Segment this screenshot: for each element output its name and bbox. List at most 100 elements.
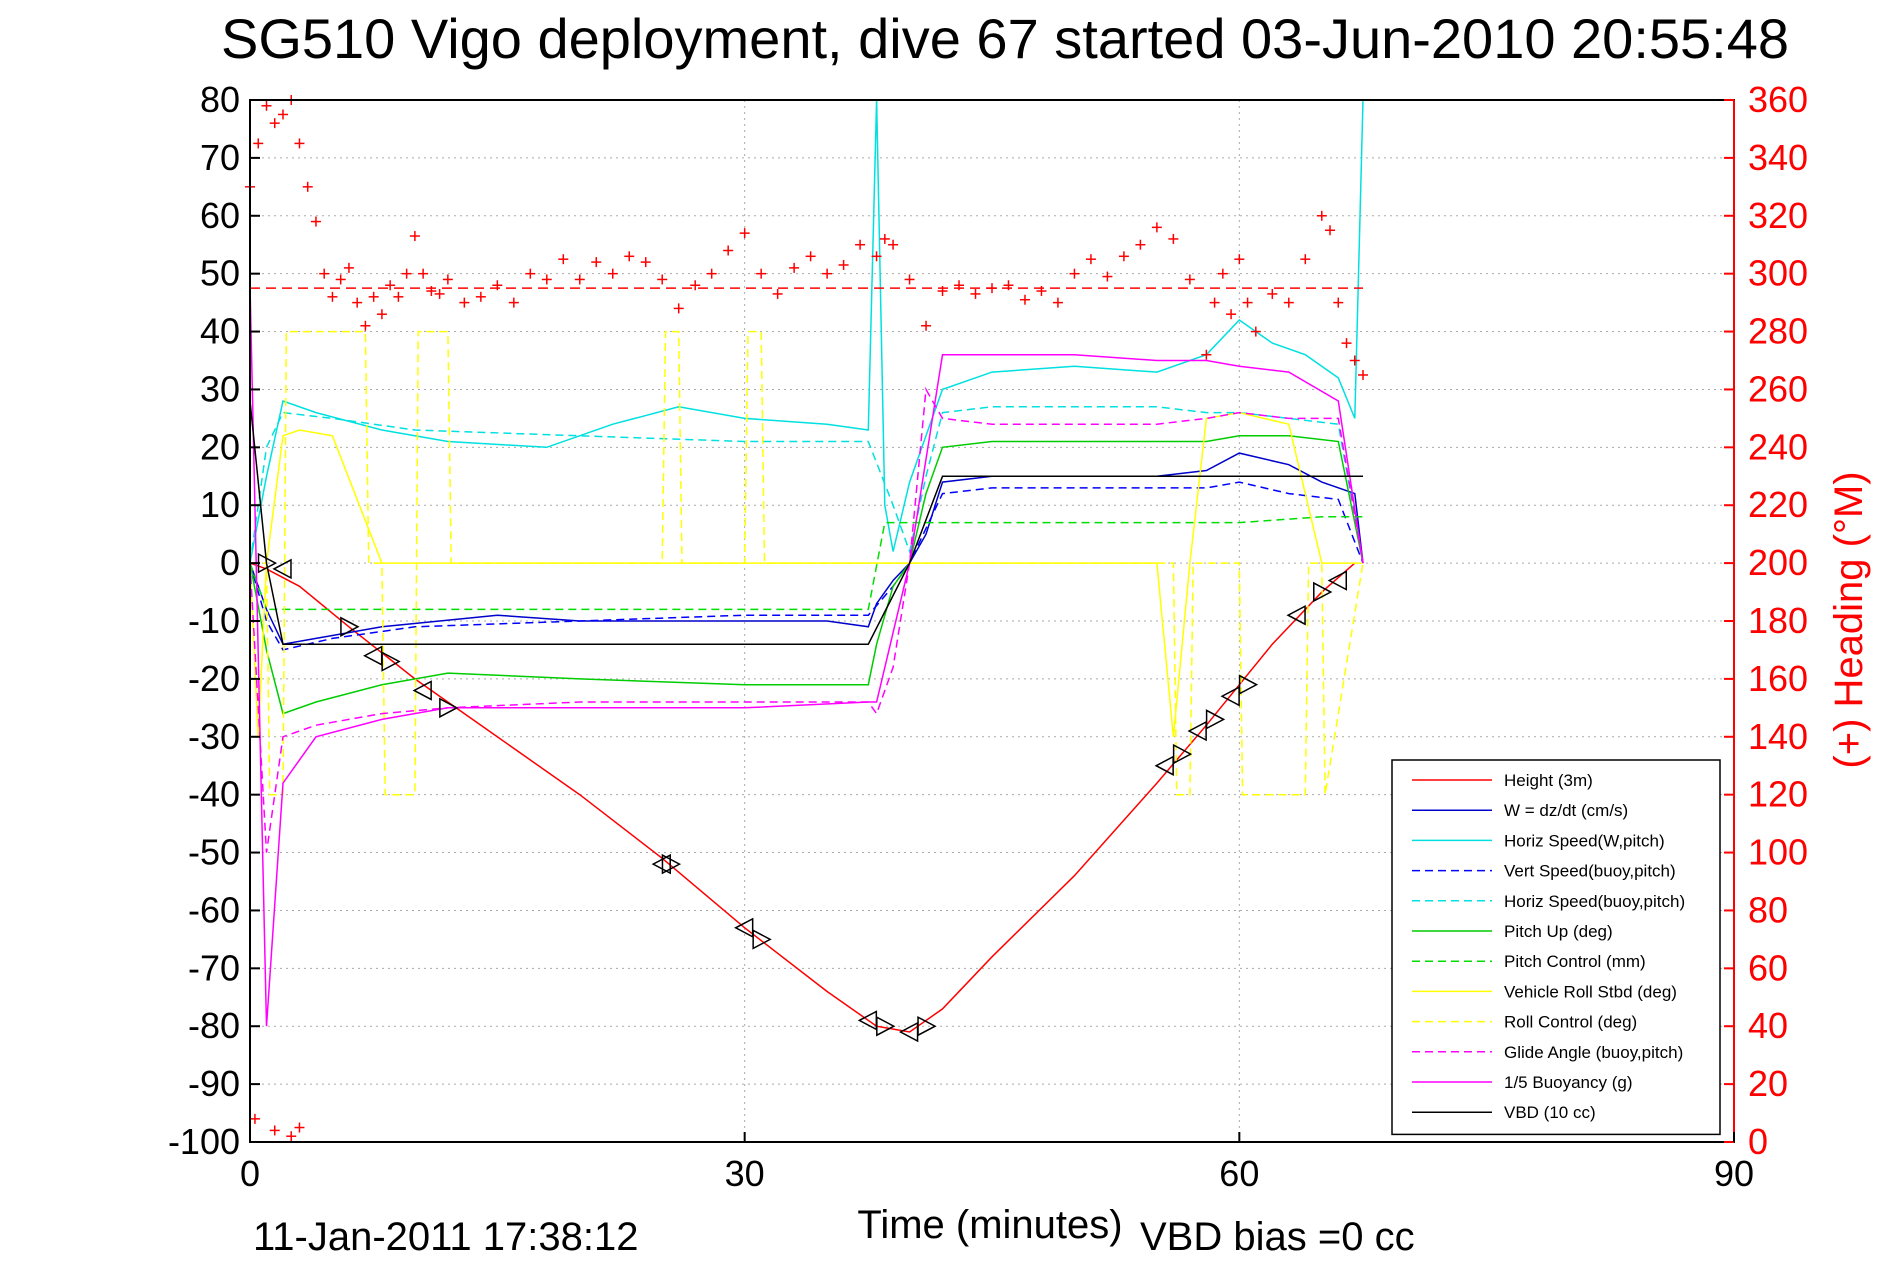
gc-marker xyxy=(1172,743,1193,765)
heading-point xyxy=(855,239,866,250)
legend-entry: Pitch Control (mm) xyxy=(1504,952,1646,971)
y-tick-label: -20 xyxy=(188,658,240,699)
y-right-tick-label: 220 xyxy=(1748,484,1808,525)
legend-entry: Vert Speed(buoy,pitch) xyxy=(1504,862,1676,881)
heading-point xyxy=(805,251,816,262)
gc-marker xyxy=(661,853,682,875)
y-tick-label: -40 xyxy=(188,774,240,815)
y-right-tick-label: 340 xyxy=(1748,137,1808,178)
heading-point xyxy=(772,288,783,299)
heading-point xyxy=(954,280,965,291)
gc-marker xyxy=(1286,604,1306,626)
heading-point xyxy=(343,262,354,273)
y-right-tick-label: 300 xyxy=(1748,253,1808,294)
gc-marker xyxy=(1154,755,1174,776)
y-right-tick-label: 240 xyxy=(1748,426,1808,467)
heading-point xyxy=(706,268,717,279)
heading-point xyxy=(1151,222,1162,233)
footer-timestamp: 11-Jan-2011 17:38:12 xyxy=(253,1215,639,1259)
heading-point xyxy=(442,274,453,285)
heading-point xyxy=(1019,294,1030,305)
series-line-0 xyxy=(249,562,1356,1033)
legend-entry: Vehicle Roll Stbd (deg) xyxy=(1504,982,1677,1001)
heading-point xyxy=(319,268,330,279)
heading-point xyxy=(1316,210,1327,221)
y-right-tick-label: 360 xyxy=(1748,79,1808,120)
heading-point xyxy=(789,262,800,273)
gc-marker xyxy=(439,697,459,719)
heading-point xyxy=(673,303,684,314)
gc-marker xyxy=(1238,674,1259,695)
y-tick-label: 50 xyxy=(200,253,240,294)
y-axis-right: 3603403203002802602402202001801601401201… xyxy=(1724,79,1808,1162)
gc-marker xyxy=(1220,686,1240,707)
y-right-tick-label: 80 xyxy=(1748,889,1788,930)
heading-point xyxy=(302,181,313,192)
heading-point xyxy=(1201,349,1212,360)
y-axis-right-label: (+) Heading (°M) xyxy=(1827,471,1871,768)
heading-layer xyxy=(245,95,1368,1142)
heading-point xyxy=(1349,355,1360,366)
y-right-tick-label: 0 xyxy=(1748,1121,1768,1162)
heading-point xyxy=(1184,274,1195,285)
heading-point xyxy=(937,286,948,297)
heading-outlier-point xyxy=(294,1122,305,1133)
heading-point xyxy=(558,254,569,265)
heading-point xyxy=(970,288,981,299)
legend-entry: Glide Angle (buoy,pitch) xyxy=(1504,1043,1683,1062)
x-axis-label: Time (minutes) xyxy=(857,1203,1122,1247)
heading-point xyxy=(269,118,280,129)
heading-point xyxy=(459,297,470,308)
heading-point xyxy=(904,274,915,285)
heading-point xyxy=(426,286,437,297)
heading-point xyxy=(879,233,890,244)
heading-point xyxy=(376,309,387,320)
heading-point xyxy=(310,216,321,227)
gc-marker xyxy=(412,680,432,701)
y-tick-label: -80 xyxy=(188,1005,240,1046)
heading-point xyxy=(1250,326,1261,337)
heading-point xyxy=(1209,297,1220,308)
heading-point xyxy=(492,280,503,291)
heading-point xyxy=(418,268,429,279)
heading-point xyxy=(888,239,899,250)
y-tick-label: -50 xyxy=(188,832,240,873)
gc-marker xyxy=(876,1015,896,1037)
heading-point xyxy=(294,138,305,149)
series-layer xyxy=(249,99,1364,1033)
heading-point xyxy=(657,274,668,285)
series-line-6 xyxy=(249,516,1363,611)
legend-box xyxy=(1391,759,1721,1136)
y-right-tick-label: 120 xyxy=(1748,774,1808,815)
heading-point xyxy=(1300,254,1311,265)
heading-point xyxy=(1003,280,1014,291)
gc-marker xyxy=(1327,570,1348,591)
y-tick-label: -90 xyxy=(188,1063,240,1104)
y-tick-label: 10 xyxy=(200,484,240,525)
y-right-tick-label: 320 xyxy=(1748,195,1808,236)
legend-entry: W = dz/dt (cm/s) xyxy=(1504,801,1628,820)
heading-point xyxy=(690,280,701,291)
y-right-tick-label: 200 xyxy=(1748,542,1808,583)
x-tick-label: 60 xyxy=(1219,1153,1259,1194)
heading-point xyxy=(1069,268,1080,279)
y-right-tick-label: 260 xyxy=(1748,368,1808,409)
heading-point xyxy=(475,291,486,302)
gc-marker xyxy=(272,558,292,580)
heading-point xyxy=(327,291,338,302)
heading-point xyxy=(1135,239,1146,250)
heading-point xyxy=(591,257,602,268)
heading-point xyxy=(253,138,264,149)
heading-point xyxy=(1102,271,1113,282)
y-tick-label: 80 xyxy=(200,79,240,120)
heading-point xyxy=(352,297,363,308)
heading-point xyxy=(739,228,750,239)
marker-layer xyxy=(257,552,1348,1043)
heading-outlier-point xyxy=(249,1113,260,1124)
gc-marker xyxy=(752,929,772,950)
gc-marker xyxy=(1313,581,1333,603)
heading-point xyxy=(1052,297,1063,308)
legend-entry: Height (3m) xyxy=(1504,771,1593,790)
heading-point xyxy=(1217,268,1228,279)
